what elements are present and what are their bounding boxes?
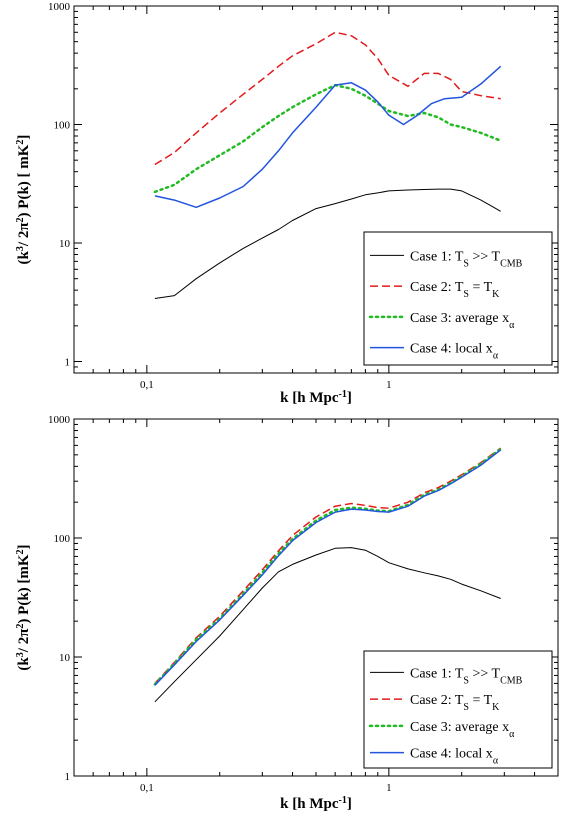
y-tick-label: 1000 [48, 414, 71, 426]
chart-1: 0,1 1 1 10 100 1000 k [h Mpc-1] (k3/ 2π2) P(k) … [15, 1, 559, 406]
legend-label-case-4: Case 4: local xα [410, 747, 499, 767]
legend-label-case-3: Case 3: average xα [410, 720, 515, 740]
legend-label-case-3: Case 3: average xα [410, 311, 515, 331]
y-tick-label: 1 [65, 771, 71, 783]
series-line-case-1 [154, 547, 501, 703]
y-tick-label: 100 [54, 533, 71, 545]
legend-box [363, 650, 553, 769]
legend: Case 1: TS >> TCMB Case 2: TS = TK Case 3:… [363, 650, 553, 769]
chart-2: 0,1 1 1 10 100 1000 k [h Mpc-1] (k3/ 2π2) P(k) … [15, 414, 559, 812]
y-tick-label: 100 [54, 120, 71, 132]
legend-label-case-4: Case 4: local xα [410, 342, 499, 362]
x-axis-label: k [h Mpc-1] [280, 389, 352, 407]
legend-label-case-2: Case 2: TS = TK [410, 693, 500, 713]
series-line-case-2 [154, 447, 502, 684]
x-tick-label: 1 [386, 782, 392, 794]
y-axis-label: (k3/ 2π2) P(k) [mK2] [15, 544, 33, 670]
x-tick-label: 0,1 [140, 782, 154, 794]
x-axis-label: k [h Mpc-1] [280, 795, 352, 813]
series-line-case-4 [154, 65, 502, 209]
series-line-case-3 [153, 447, 502, 686]
y-axis-label: (k3/ 2π2) P(k) [ mK2] [15, 135, 33, 265]
y-tick-label: 1 [65, 357, 71, 369]
series-line-case-2 [154, 31, 501, 166]
x-tick-label: 1 [386, 379, 392, 391]
series-line-case-3 [153, 83, 502, 194]
y-tick-label: 10 [59, 652, 71, 664]
series-line-case-1 [154, 188, 501, 299]
series-line-case-4 [154, 449, 502, 686]
y-tick-label: 1000 [48, 1, 71, 13]
x-tick-label: 0,1 [140, 379, 154, 391]
legend-box [363, 231, 553, 366]
y-tick-label: 10 [59, 238, 71, 250]
legend: Case 1: TS >> TCMB Case 2: TS = TK Case 3:… [363, 231, 553, 366]
legend-label-case-1: Case 1: TS >> TCMB [410, 249, 523, 269]
legend-label-case-2: Case 2: TS = TK [410, 280, 500, 300]
legend-label-case-1: Case 1: TS >> TCMB [410, 666, 523, 686]
